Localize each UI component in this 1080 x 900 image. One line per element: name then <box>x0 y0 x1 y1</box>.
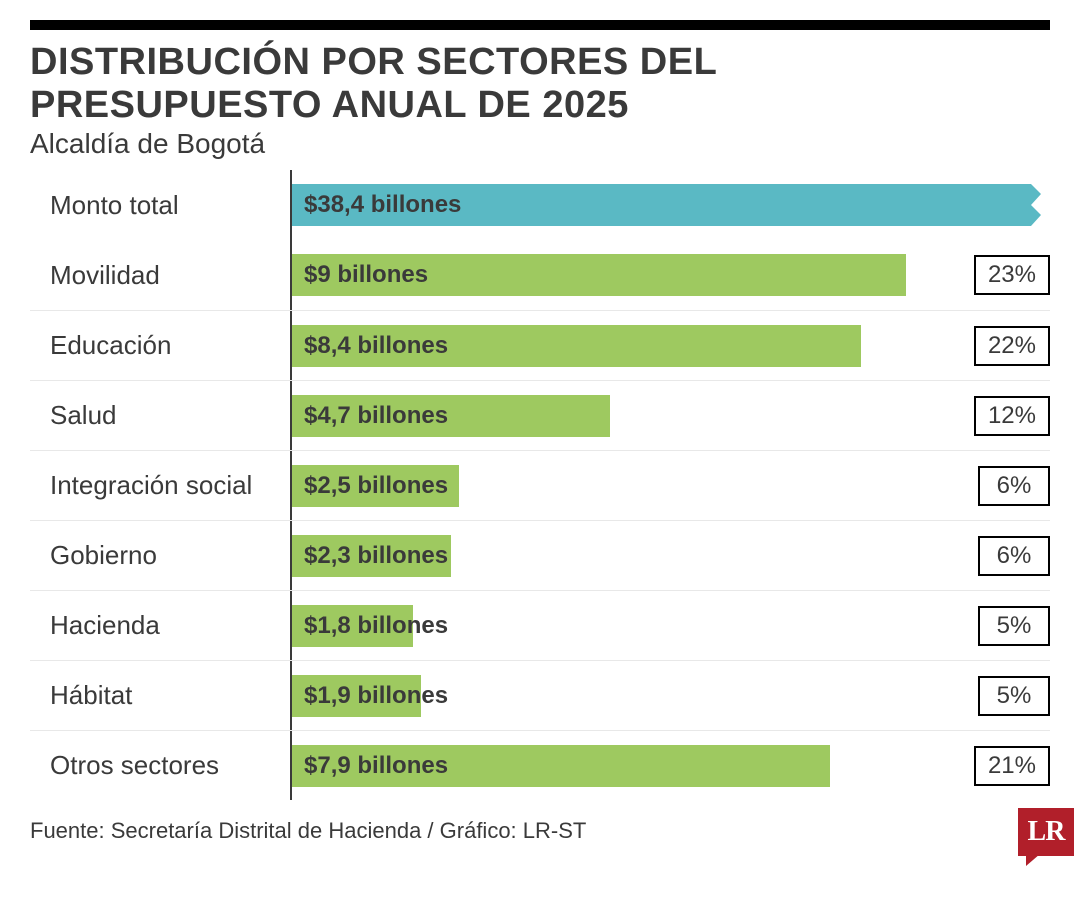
row-label: Monto total <box>30 190 290 221</box>
pct-box: 22% <box>974 326 1050 366</box>
row-label: Hacienda <box>30 610 290 641</box>
publisher-logo-text: LR <box>1028 816 1065 848</box>
bar-value-label: $2,3 billones <box>304 542 448 570</box>
pct-box: 12% <box>974 396 1050 436</box>
bar-value-label: $7,9 billones <box>304 752 448 780</box>
speech-tail-icon <box>1026 854 1040 866</box>
sector-bar: $4,7 billones <box>292 395 610 437</box>
sector-bar: $9 billones <box>292 254 906 296</box>
pct-box: 6% <box>978 536 1050 576</box>
bar-chart: Monto total $38,4 billones Movilidad$9 b… <box>30 170 1050 800</box>
bar-value-label: $1,9 billones <box>304 682 448 710</box>
chart-row: Movilidad $9 billones 23% <box>30 240 1050 310</box>
chart-row-total: Monto total $38,4 billones <box>30 170 1050 240</box>
pct-box: 5% <box>978 676 1050 716</box>
bar-area: $8,4 billones 22% <box>290 311 1050 380</box>
bar-area: $2,3 billones 6% <box>290 521 1050 590</box>
break-notch-icon <box>1031 184 1051 226</box>
sector-bar: $8,4 billones <box>292 325 861 367</box>
bar-value-label: $2,5 billones <box>304 472 448 500</box>
publisher-logo-box: LR <box>1018 808 1074 856</box>
sector-bar: $7,9 billones <box>292 745 830 787</box>
bar-value-label: $38,4 billones <box>304 191 461 219</box>
row-label: Otros sectores <box>30 750 290 781</box>
pct-box: 21% <box>974 746 1050 786</box>
chart-row: Hábitat$1,9 billones5% <box>30 660 1050 730</box>
bar-area: $9 billones 23% <box>290 240 1050 310</box>
chart-title-line1: DISTRIBUCIÓN POR SECTORES DEL <box>30 42 1050 83</box>
bar-value-label: $4,7 billones <box>304 402 448 430</box>
bar-area: $7,9 billones 21% <box>290 731 1050 800</box>
chart-row: Hacienda$1,8 billones5% <box>30 590 1050 660</box>
chart-subtitle: Alcaldía de Bogotá <box>30 128 1050 160</box>
chart-title-line2: PRESUPUESTO ANUAL DE 2025 <box>30 85 1050 126</box>
bar-value-label: $8,4 billones <box>304 332 448 360</box>
sector-bar: $2,3 billones <box>292 535 451 577</box>
chart-row: Educación $8,4 billones 22% <box>30 310 1050 380</box>
row-label: Educación <box>30 330 290 361</box>
row-label: Hábitat <box>30 680 290 711</box>
row-label: Integración social <box>30 470 290 501</box>
sector-bar: $2,5 billones <box>292 465 459 507</box>
bar-area: $4,7 billones 12% <box>290 381 1050 450</box>
bar-value-label: $1,8 billones <box>304 612 448 640</box>
chart-row: Integración social $2,5 billones 6% <box>30 450 1050 520</box>
pct-box: 23% <box>974 255 1050 295</box>
row-label: Salud <box>30 400 290 431</box>
bar-value-label: $9 billones <box>304 261 428 289</box>
chart-row: Otros sectores $7,9 billones 21% <box>30 730 1050 800</box>
row-label: Movilidad <box>30 260 290 291</box>
bar-area: $2,5 billones 6% <box>290 451 1050 520</box>
sector-bar: $1,8 billones <box>292 605 413 647</box>
chart-row: Gobierno $2,3 billones 6% <box>30 520 1050 590</box>
pct-box: 6% <box>978 466 1050 506</box>
bar-area: $1,8 billones 5% <box>290 591 1050 660</box>
publisher-logo: LR <box>1018 808 1080 870</box>
bar-area: $38,4 billones <box>290 170 1050 240</box>
header-top-bar <box>30 20 1050 30</box>
pct-box: 5% <box>978 606 1050 646</box>
chart-row: Salud $4,7 billones 12% <box>30 380 1050 450</box>
chart-source: Fuente: Secretaría Distrital de Hacienda… <box>30 818 1050 844</box>
row-label: Gobierno <box>30 540 290 571</box>
sector-bar: $1,9 billones <box>292 675 421 717</box>
total-bar: $38,4 billones <box>292 184 1050 226</box>
bar-area: $1,9 billones 5% <box>290 661 1050 730</box>
